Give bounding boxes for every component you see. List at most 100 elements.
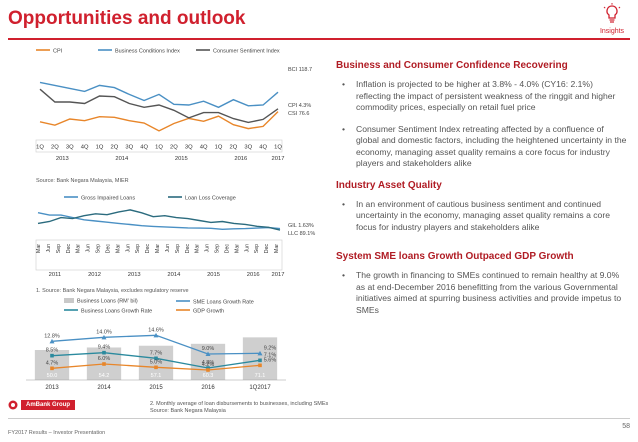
data-point — [50, 366, 54, 371]
x-tick-label: Mar — [155, 244, 161, 253]
year-label: 2012 — [88, 272, 101, 278]
x-tick-label: Sep — [56, 244, 62, 253]
data-point — [205, 351, 211, 356]
section-heading: System SME loans Growth Outpaced GDP Gro… — [336, 251, 574, 262]
legend-label: Business Conditions Index — [115, 49, 180, 55]
x-tick-label: Dec — [224, 244, 230, 254]
data-point — [50, 353, 54, 358]
x-tick-label: Mar — [274, 244, 280, 253]
legend-label: CPI — [53, 49, 63, 55]
x-tick-label: Mar — [234, 244, 240, 253]
series-end-label: CPI 4.3% — [288, 103, 311, 109]
x-tick-label: Dec — [264, 244, 270, 254]
data-point — [154, 365, 158, 370]
legend-label: SME Loans Growth Rate — [193, 300, 254, 306]
data-label: 14.0% — [96, 329, 112, 335]
bullet-item: In an environment of cautious business s… — [336, 199, 628, 234]
x-tick-label: 1Q — [36, 145, 44, 151]
data-label: 14.6% — [148, 327, 164, 333]
x-tick-label: 2016 — [201, 385, 215, 391]
chart3-source: Source: Bank Negara Malaysia — [150, 408, 226, 414]
footer-divider — [8, 418, 630, 419]
section-confidence: Business and Consumer Confidence Recover… — [336, 60, 628, 170]
legend-label: Consumer Sentiment Index — [213, 49, 280, 55]
bar-value-label: 57.1 — [151, 373, 162, 379]
series-end-label: CSI 76.6 — [288, 111, 309, 117]
series-end-label: LLC 89.1% — [288, 231, 315, 237]
year-label: 2017 — [272, 156, 285, 162]
title-divider — [8, 38, 630, 40]
legend-label: Gross Impaired Loans — [81, 196, 135, 202]
x-tick-label: 3Q — [185, 145, 193, 151]
year-label: 2015 — [207, 272, 220, 278]
x-tick-label: 3Q — [66, 145, 74, 151]
x-tick-label: Sep — [96, 244, 102, 253]
data-label: 7.1% — [264, 352, 277, 358]
x-tick-label: 1Q — [155, 145, 163, 151]
x-tick-label: 2Q — [170, 145, 178, 151]
x-tick-label: Sep — [215, 244, 221, 253]
data-point — [102, 362, 106, 366]
commentary-panel: Business and Consumer Confidence Recover… — [336, 60, 628, 326]
x-tick-label: 4Q — [200, 145, 208, 151]
page-number: 58 — [622, 423, 630, 430]
year-label: 2014 — [167, 272, 181, 278]
section-heading: Industry Asset Quality — [336, 179, 442, 191]
bar — [138, 345, 174, 380]
x-tick-label: 2Q — [111, 145, 119, 151]
x-tick-label: Jun — [165, 244, 171, 252]
brand-label: AmBank Group — [21, 400, 75, 410]
month-axis-frame — [35, 239, 283, 271]
legend-label: Business Loans (RM' bil) — [77, 299, 138, 305]
data-point — [153, 332, 159, 338]
brand-logo: AmBank Group — [8, 400, 75, 410]
data-label: 6.0% — [98, 356, 111, 362]
data-label: 5.6% — [264, 357, 277, 363]
data-label: 4.7% — [46, 360, 59, 366]
data-label: 12.8% — [44, 333, 60, 339]
bullet-list: In an environment of cautious business s… — [336, 199, 628, 234]
year-label: 2014 — [115, 156, 129, 162]
legend-label: Loan Loss Coverage — [185, 196, 236, 202]
legend-swatch — [64, 298, 74, 303]
x-tick-label: 2Q — [51, 145, 59, 151]
legend-label: Business Loans Growth Rate — [81, 309, 152, 315]
x-tick-label: Mar — [76, 244, 82, 253]
x-tick-label: Dec — [185, 244, 191, 254]
insights-label: Insights — [599, 28, 625, 35]
x-tick-label: 1Q — [274, 145, 282, 151]
data-point — [206, 366, 210, 370]
series-end-label: GIL 1.63% — [288, 223, 314, 229]
lightbulb-icon — [603, 3, 621, 23]
data-label: 9.0% — [202, 346, 215, 352]
x-tick-label: Mar — [195, 244, 201, 253]
series-line — [39, 88, 279, 124]
data-point — [206, 368, 210, 372]
bar-value-label: 60.3 — [203, 373, 214, 379]
x-tick-label: Dec — [105, 244, 111, 254]
insights-badge: Insights — [592, 3, 632, 35]
year-label: 2011 — [49, 272, 61, 278]
data-point — [102, 350, 106, 355]
x-tick-label: 1Q — [96, 145, 104, 151]
bullet-item: Inflation is projected to be higher at 3… — [336, 79, 628, 114]
x-tick-label: Jun — [86, 244, 92, 252]
x-tick-label: 1Q — [215, 145, 223, 151]
bar-value-label: 54.2 — [99, 373, 110, 379]
x-tick-label: 4Q — [140, 145, 148, 151]
x-tick-label: 2015 — [149, 385, 163, 391]
bullet-item: The growth in financing to SMEs continue… — [336, 270, 628, 316]
series-line — [39, 111, 279, 132]
data-label: 4.2% — [202, 362, 215, 368]
year-label: 2015 — [175, 156, 188, 162]
data-point — [154, 356, 158, 361]
x-tick-label: Mar — [36, 244, 42, 253]
section-sme-growth: System SME loans Growth Outpaced GDP Gro… — [336, 251, 628, 316]
data-label: 7.7% — [150, 350, 163, 356]
sme-loans-chart: Business Loans (RM' bil) SME Loans Growth… — [26, 298, 286, 391]
year-label: 2016 — [247, 272, 260, 278]
page-title: Opportunities and outlook — [8, 8, 246, 29]
x-tick-label: 4Q — [81, 145, 89, 151]
legend-label: GDP Growth — [193, 309, 224, 315]
data-label: 4.8% — [202, 360, 215, 366]
